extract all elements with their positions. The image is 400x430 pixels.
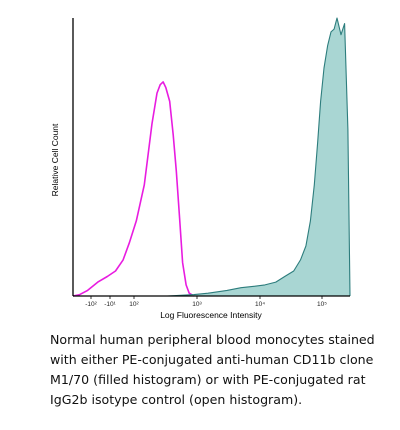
y-axis-label: Relative Cell Count (50, 123, 60, 196)
filled-histogram-outline (167, 17, 351, 297)
filled-histogram-area (167, 18, 350, 296)
histogram-figure: -10² -10¹ 10² 10³ 10⁴ 10⁵ Relative Cell Count… (50, 17, 351, 320)
x-tick-label: 10⁵ (317, 301, 327, 308)
x-tick-label: 10³ (192, 301, 202, 308)
x-axis-label: Log Fluorescence Intensity (160, 310, 262, 320)
x-tick-label: 10⁴ (255, 301, 265, 308)
figure-caption: Normal human peripheral blood monocytes … (50, 332, 375, 407)
x-tick-label: 10² (129, 301, 139, 308)
x-tick-label: -10¹ (104, 301, 116, 308)
x-tick-label: -10² (85, 301, 97, 308)
x-ticks: -10² -10¹ 10² 10³ 10⁴ 10⁵ (85, 296, 327, 308)
plot-marks (72, 17, 351, 297)
open-histogram-line (72, 81, 195, 297)
